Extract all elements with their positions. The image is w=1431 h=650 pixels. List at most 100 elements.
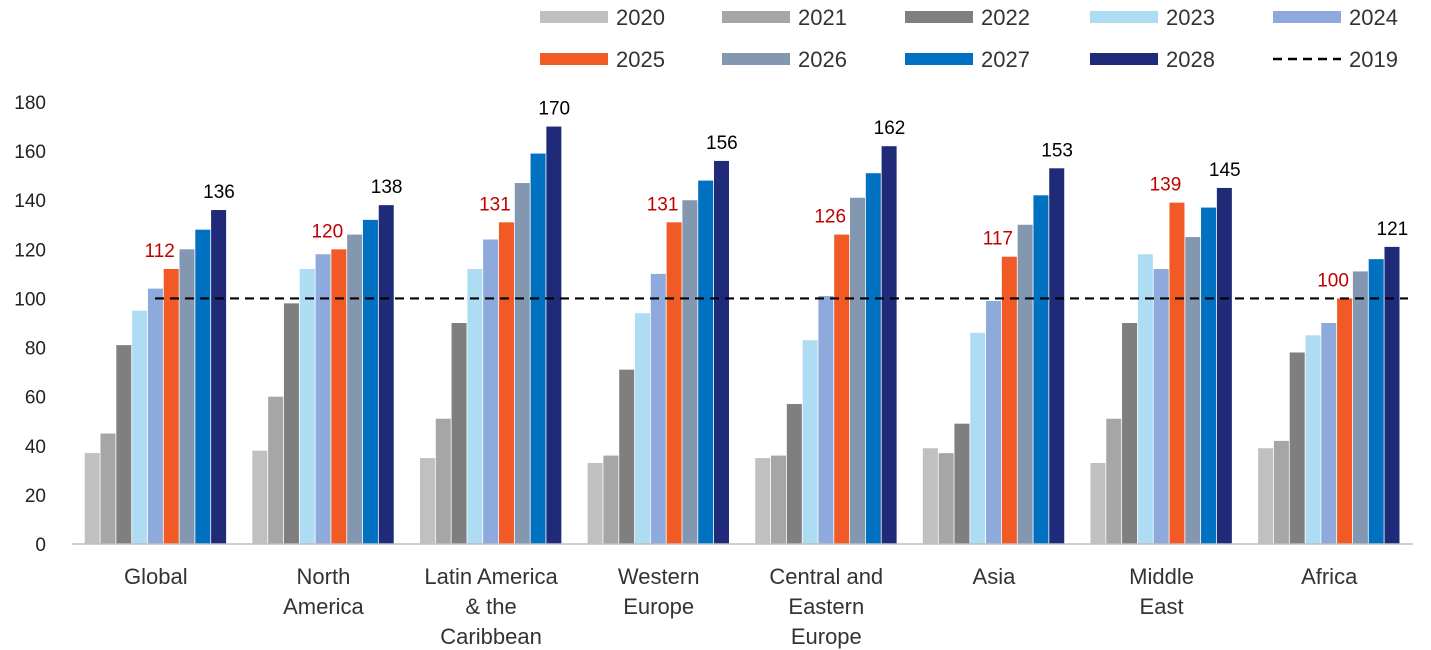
legend-swatch-2021 (722, 11, 790, 23)
legend-swatch-2023 (1090, 11, 1158, 23)
bar-2020 (587, 462, 603, 544)
x-category-label: Western (618, 564, 700, 589)
data-label-2025: 120 (311, 221, 343, 242)
bar-2021 (1273, 440, 1289, 544)
legend-swatch-2027 (905, 53, 973, 65)
bar-2024 (483, 239, 499, 544)
y-tick-label: 120 (14, 240, 46, 261)
bar-2023 (1305, 335, 1321, 544)
bar-2023 (467, 268, 483, 544)
y-tick-label: 160 (14, 142, 46, 163)
legend-label-2024: 2024 (1349, 5, 1398, 30)
bar-2026 (850, 197, 866, 544)
bar-2026 (514, 183, 530, 544)
bar-2020 (252, 450, 268, 544)
bar-2026 (1352, 271, 1368, 544)
legend-label-2028: 2028 (1166, 47, 1215, 72)
bar-2021 (1106, 418, 1122, 544)
data-label-2025: 131 (647, 194, 679, 215)
x-category-label: Global (124, 564, 188, 589)
legend-label-2026: 2026 (798, 47, 847, 72)
bar-2022 (116, 345, 132, 544)
bar-2025 (331, 249, 347, 544)
legend-swatch-2022 (905, 11, 973, 23)
legend-label-2019: 2019 (1349, 47, 1398, 72)
bar-2021 (771, 455, 787, 544)
x-category-label: Middle (1129, 564, 1194, 589)
bar-2021 (268, 396, 284, 544)
x-category-label: Africa (1301, 564, 1358, 589)
legend-label-2022: 2022 (981, 5, 1030, 30)
bar-2021 (938, 453, 954, 544)
bar-2022 (1289, 352, 1305, 544)
legend-swatch-2020 (540, 11, 608, 23)
bar-2020 (1258, 448, 1274, 544)
bar-2027 (530, 153, 546, 544)
legend-label-2021: 2021 (798, 5, 847, 30)
data-label-2025: 117 (983, 229, 1013, 250)
bar-2028 (1216, 187, 1232, 544)
x-category-label: Caribbean (440, 624, 542, 649)
bar-2025 (1001, 256, 1017, 544)
x-category-label: Latin America (424, 564, 558, 589)
bar-2025 (666, 222, 682, 544)
data-label-2028: 156 (706, 133, 738, 154)
bar-2023 (299, 268, 315, 544)
legend-label-2027: 2027 (981, 47, 1030, 72)
bar-2020 (755, 458, 771, 544)
bar-2028 (881, 146, 897, 544)
x-category-label: East (1140, 594, 1184, 619)
bar-2023 (970, 332, 986, 544)
bar-2025 (498, 222, 514, 544)
bar-2022 (451, 323, 467, 544)
bar-2024 (147, 288, 163, 544)
bar-2022 (786, 404, 802, 544)
bar-2026 (179, 249, 195, 544)
y-tick-label: 60 (25, 388, 46, 409)
y-tick-label: 20 (25, 486, 46, 507)
data-labels: 112 120 131 131 126 117 139 100 136 138 170 156 162 1… (145, 99, 1409, 292)
legend-swatch-2028 (1090, 53, 1158, 65)
bar-2028 (713, 160, 729, 544)
bar-2024 (650, 273, 666, 544)
bar-2024 (818, 295, 834, 544)
bar-2028 (211, 210, 227, 545)
data-label-2025: 139 (1150, 175, 1182, 196)
legend-label-2025: 2025 (616, 47, 665, 72)
bar-2023 (634, 313, 650, 544)
y-tick-label: 40 (25, 437, 46, 458)
bar-2025 (163, 268, 179, 544)
bar-2021 (603, 455, 619, 544)
x-axis: Global North America Latin America & the Cari… (124, 564, 1358, 649)
legend-label-2023: 2023 (1166, 5, 1215, 30)
bar-2027 (698, 180, 714, 544)
bar-2026 (1185, 237, 1201, 544)
x-category-label: Central and (769, 564, 883, 589)
legend-swatch-2024 (1273, 11, 1341, 23)
bar-2028 (1049, 168, 1065, 545)
data-label-2025: 126 (814, 207, 846, 228)
bar-2026 (1017, 224, 1033, 544)
bar-2023 (1137, 254, 1153, 545)
data-label-2025: 112 (145, 241, 175, 262)
bar-2023 (132, 310, 148, 544)
bar-2027 (362, 219, 378, 544)
bar-2024 (986, 300, 1002, 544)
bar-2022 (283, 303, 299, 544)
bar-2020 (419, 458, 435, 544)
bar-2025 (1169, 202, 1185, 544)
bar-2026 (347, 234, 363, 544)
bar-2022 (954, 423, 970, 544)
y-tick-label: 0 (35, 535, 46, 556)
x-category-label: & the (465, 594, 516, 619)
bar-2025 (1337, 298, 1353, 544)
data-label-2028: 153 (1041, 140, 1073, 161)
x-category-label: North (297, 564, 351, 589)
bar-2022 (1122, 323, 1138, 544)
bar-2027 (865, 173, 881, 544)
data-label-2028: 145 (1209, 160, 1241, 181)
bar-2024 (315, 254, 331, 545)
legend: 2020 2021 2022 2023 2024 2025 2026 2027 2028 2019 (540, 5, 1398, 72)
